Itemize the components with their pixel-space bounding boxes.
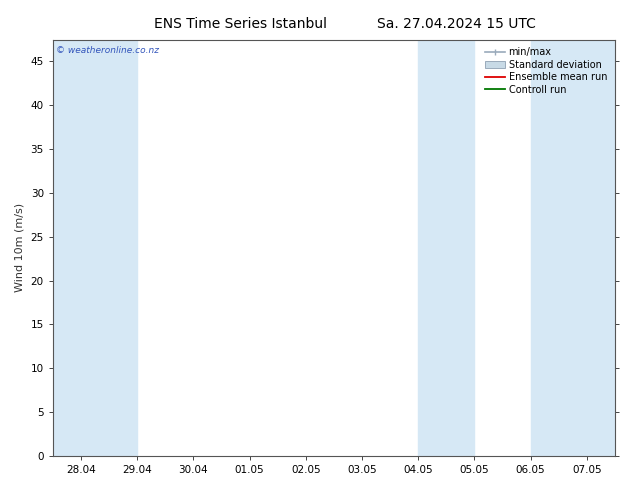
Text: ENS Time Series Istanbul: ENS Time Series Istanbul: [155, 17, 327, 31]
Text: Sa. 27.04.2024 15 UTC: Sa. 27.04.2024 15 UTC: [377, 17, 536, 31]
Legend: min/max, Standard deviation, Ensemble mean run, Controll run: min/max, Standard deviation, Ensemble me…: [482, 45, 610, 98]
Bar: [531, 40, 615, 456]
Bar: [418, 40, 474, 456]
Y-axis label: Wind 10m (m/s): Wind 10m (m/s): [15, 203, 25, 293]
Text: © weatheronline.co.nz: © weatheronline.co.nz: [56, 46, 158, 55]
Bar: [53, 40, 137, 456]
